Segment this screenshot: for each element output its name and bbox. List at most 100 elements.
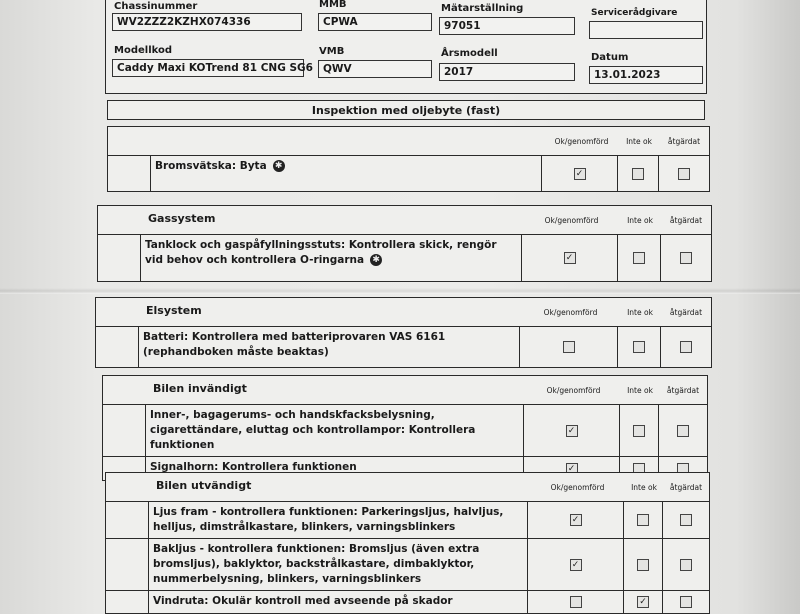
cell-not-ok [618,156,659,191]
checkbox-ok[interactable]: ✓ [565,424,578,437]
row-indent [103,457,146,480]
cell-not-ok [624,502,663,538]
column-header-ok: Ok/genomförd [546,385,601,395]
section-gassystem: Gassystem Ok/genomförd Inte ok åtgärdat Tank… [97,205,712,282]
model-field[interactable]: Caddy Maxi KOTrend 81 CNG SG6 [112,59,313,77]
cell-ok: ✓ [528,502,624,538]
section-title: Bilen invändigt [153,382,247,395]
section-header: Bilen utvändigt Ok/genomförd Inte ok åtgärd… [106,473,709,502]
checkbox-not-ok[interactable] [637,514,649,526]
item-text: Tanklock och gaspåfyllningsstuts: Kontro… [145,239,497,266]
section-elsystem: Elsystem Ok/genomförd Inte ok åtgärdat Batte… [95,297,712,368]
checkbox-not-ok[interactable] [632,167,644,180]
column-header-ok: Ok/genomförd [554,136,609,146]
section-header: Gassystem Ok/genomförd Inte ok åtgärdat [98,206,711,235]
column-header-fixed: åtgärdat [667,136,701,146]
column-header-fixed: åtgärdat [669,482,703,492]
checkbox-fixed[interactable] [677,424,689,437]
row-indent [106,502,149,538]
column-header-fixed: åtgärdat [666,385,700,395]
row-indent [108,156,151,191]
checkbox-ok[interactable] [562,341,575,353]
cell-fixed [659,405,707,456]
row-text-cell: Inner-, bagagerums- och handskfacksbelys… [146,405,524,456]
item-text: Batteri: Kontrollera med batteriprovaren… [143,331,446,358]
year-field[interactable]: 2017 [439,63,575,81]
chassis-field[interactable]: WV2ZZZ2KZHX074336 [112,13,302,31]
cell-ok [528,591,624,613]
column-header-not-ok: Inte ok [627,307,653,317]
cell-not-ok [618,327,661,367]
cell-fixed [663,539,709,590]
checkbox-not-ok[interactable] [633,341,645,353]
cell-ok: ✓ [542,156,618,191]
item-text: Bakljus - kontrollera funktionen: Bromsl… [153,543,480,585]
model-label: Modellkod [114,45,173,56]
checkbox-ok[interactable] [569,596,582,608]
page-title: Inspektion med oljebyte (fast) [107,100,705,120]
checkbox-ok[interactable]: ✓ [563,252,576,264]
row-indent [106,591,149,613]
cell-ok: ✓ [524,405,620,456]
mileage-field[interactable]: 97051 [439,17,575,35]
row-text-cell: Tanklock och gaspåfyllningsstuts: Kontro… [141,235,522,281]
checkbox-not-ok[interactable] [633,252,645,264]
mmb-label: MMB [319,0,347,10]
checkbox-fixed[interactable] [680,596,692,608]
date-field[interactable]: 13.01.2023 [589,66,703,84]
date-label: Datum [591,52,629,63]
cell-ok: ✓ [522,235,618,281]
checkbox-not-ok[interactable] [633,424,645,437]
row-text-cell: Batteri: Kontrollera med batteriprovaren… [139,327,520,367]
section-title: Elsystem [146,304,202,317]
row-text-cell: Signalhorn: Kontrollera funktionen [146,457,524,480]
column-header-ok: Ok/genomförd [550,482,605,492]
row-text-cell: Vindruta: Okulär kontroll med avseende p… [149,591,528,613]
checkbox-not-ok[interactable]: ✓ [637,596,649,608]
vmb-field[interactable]: QWV [318,60,432,78]
cell-ok [520,327,618,367]
cell-not-ok [618,235,661,281]
mmb-field[interactable]: CPWA [318,13,432,31]
column-header-not-ok: Inte ok [627,385,653,395]
row-indent [98,235,141,281]
advisor-field[interactable] [589,21,703,39]
cell-fixed [663,591,709,613]
cell-not-ok [620,405,659,456]
item-text: Bromsvätska: Byta [155,160,267,172]
row-text-cell: Ljus fram - kontrollera funktionen: Park… [149,502,528,538]
cell-fixed [663,502,709,538]
checklist-row: Batteri: Kontrollera med batteriprovaren… [96,327,711,367]
checklist-row: Bromsvätska: Byta ✱ ✓ [108,156,709,191]
checkbox-ok[interactable]: ✓ [569,514,582,526]
row-indent [103,405,146,456]
cell-ok: ✓ [528,539,624,590]
paper-fold [0,288,800,294]
checklist-row: Tanklock och gaspåfyllningsstuts: Kontro… [98,235,711,281]
chassis-label: Chassinummer [114,1,198,12]
item-text: Signalhorn: Kontrollera funktionen [150,461,357,473]
checkbox-ok[interactable]: ✓ [573,167,586,180]
cell-fixed [661,235,711,281]
checkbox-fixed[interactable] [680,252,692,264]
cell-not-ok [624,539,663,590]
item-text: Vindruta: Okulär kontroll med avseende p… [153,595,453,607]
column-header-not-ok: Inte ok [627,215,653,225]
column-header-fixed: åtgärdat [669,307,703,317]
checkbox-fixed[interactable] [680,514,692,526]
checkbox-not-ok[interactable] [637,558,649,571]
checkbox-fixed[interactable] [680,341,692,353]
checklist-row: Inner-, bagagerums- och handskfacksbelys… [103,405,707,457]
section-header: Elsystem Ok/genomförd Inte ok åtgärdat [96,298,711,327]
column-header-fixed: åtgärdat [669,215,703,225]
wrench-symbol-icon: ✱ [370,254,383,266]
row-indent [106,539,149,590]
advisor-label: Servicerådgivare [591,8,678,18]
section-bilen-utvändigt: Bilen utvändigt Ok/genomförd Inte ok åtgärd… [105,472,710,614]
column-header-ok: Ok/genomförd [544,215,599,225]
checkbox-fixed[interactable] [678,167,690,180]
checkbox-ok[interactable]: ✓ [569,558,582,571]
checkbox-fixed[interactable] [680,558,692,571]
cell-fixed [661,327,711,367]
column-header-not-ok: Inte ok [626,136,652,146]
